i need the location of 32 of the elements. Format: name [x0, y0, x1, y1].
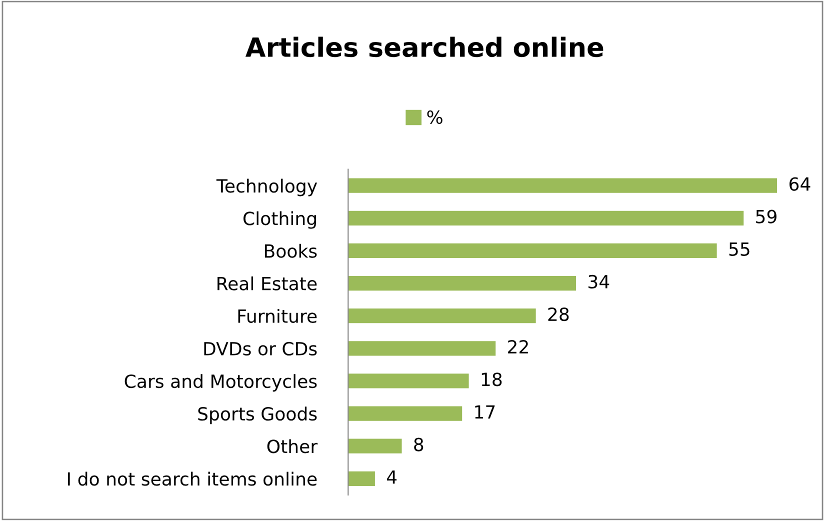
- y-tick-label: Books: [265, 244, 317, 258]
- bar: [348, 308, 536, 324]
- bar: [348, 210, 744, 226]
- data-label: 18: [482, 372, 502, 386]
- data-label: 22: [508, 340, 528, 354]
- y-tick-label: Sports Goods: [198, 406, 317, 424]
- data-label: 59: [756, 210, 776, 224]
- data-label: 4: [386, 470, 397, 484]
- data-label: 28: [548, 307, 569, 322]
- y-tick-label: Cars and Motorcycles: [124, 374, 317, 392]
- data-label: 8: [414, 438, 424, 452]
- data-label: 34: [588, 274, 610, 289]
- data-label: 55: [729, 242, 750, 256]
- bar: [348, 341, 496, 356]
- y-tick-label: Real Estate: [218, 276, 317, 290]
- y-tick-label: Clothing: [243, 211, 316, 229]
- chart-title: Articles searched online: [245, 36, 604, 58]
- y-tick-label: I do not search items online: [68, 472, 317, 486]
- bar: [348, 471, 375, 486]
- legend-label: %: [427, 110, 442, 124]
- bar: [348, 243, 717, 258]
- y-tick-label: Technology: [216, 178, 318, 196]
- data-label: 17: [475, 405, 495, 419]
- bar: [348, 406, 462, 421]
- bar: [348, 178, 778, 193]
- bar: [348, 438, 402, 454]
- data-label: 64: [790, 177, 810, 191]
- y-tick-label: Other: [267, 439, 318, 454]
- y-tick-label: Furniture: [238, 308, 317, 323]
- bar: [348, 276, 576, 291]
- y-tick-label: DVDs or CDs: [204, 342, 317, 356]
- bar: [348, 374, 469, 388]
